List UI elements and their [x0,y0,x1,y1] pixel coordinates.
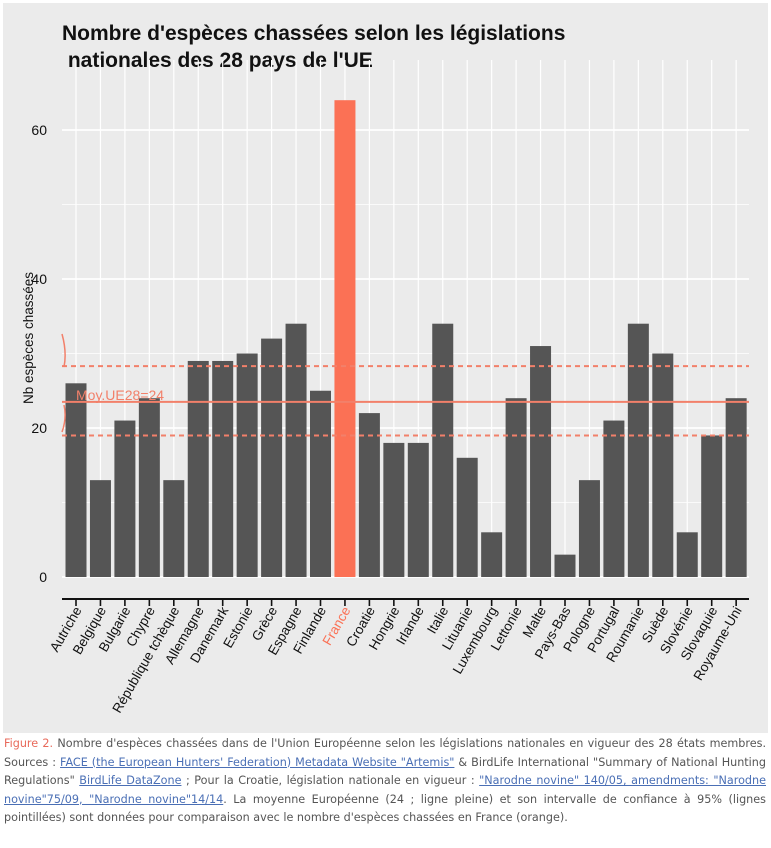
caption-text-4: . La moyenne Européenne (24 ; ligne plei… [4,792,766,825]
bar-hongrie [383,442,405,577]
bar-autriche [65,383,87,577]
bar-royaume-uni [725,398,747,577]
y-tick-label: 60 [31,122,47,138]
link-narodne-novine[interactable]: "Narodne novine" 140/05, amendments: "Na… [4,774,766,806]
bar-slovenie [676,532,698,577]
y-tick-label: 20 [31,420,47,436]
bar-italie [432,323,454,577]
link-face-artemis[interactable]: FACE (the European Hunters' Federation) … [60,755,455,769]
bar-france [334,100,356,577]
figure-caption: Figure 2. Nombre d'espèces chassées dans… [4,735,766,828]
caption-text-3: ; Pour la Croatie, législation nationale… [181,774,480,787]
bar-estonie [236,353,258,577]
bar-roumanie [627,323,649,577]
bar-bulgarie [114,420,136,577]
bar-chart: 0204060Moy.UE28=24AutricheBelgiqueBulgar… [21,60,749,716]
bar-lituanie [456,457,478,577]
link-birdlife-datazone[interactable]: BirdLife DataZone [79,774,182,787]
bar-finlande [310,390,331,577]
bar-grece [261,338,283,577]
bar-allemagne [187,360,209,577]
bar-suede [652,353,674,577]
bar-belgique [89,480,111,577]
bar-republique-tcheque [163,480,185,577]
y-axis-label: Nb espèces chassées [21,272,36,404]
caption-text-1: Nombre d'espèces chassées dans de l'Unio… [4,737,767,769]
bar-lettonie [505,398,527,577]
y-tick-label: 40 [31,271,47,287]
chart-title: Nombre d'espèces chassées selon les légi… [62,22,566,72]
bar-irlande [407,442,429,577]
bar-portugal [603,420,625,577]
mean-label: Moy.UE28=24 [76,387,164,403]
bar-pays-bas [554,554,576,577]
bar-espagne [285,323,307,577]
bar-chypre [138,398,160,577]
ci-bracket [61,333,66,433]
bar-slovaquie [701,435,723,577]
bar-croatie [358,413,380,577]
bar-luxembourg [481,532,503,577]
bar-pologne [578,480,600,577]
bar-malte [530,346,552,577]
bar-danemark [212,360,234,577]
caption-text-2: & BirdLife International "Summary of Nat… [4,755,766,788]
figure-label: Figure 2. [4,737,54,750]
y-tick-label: 0 [39,569,47,585]
